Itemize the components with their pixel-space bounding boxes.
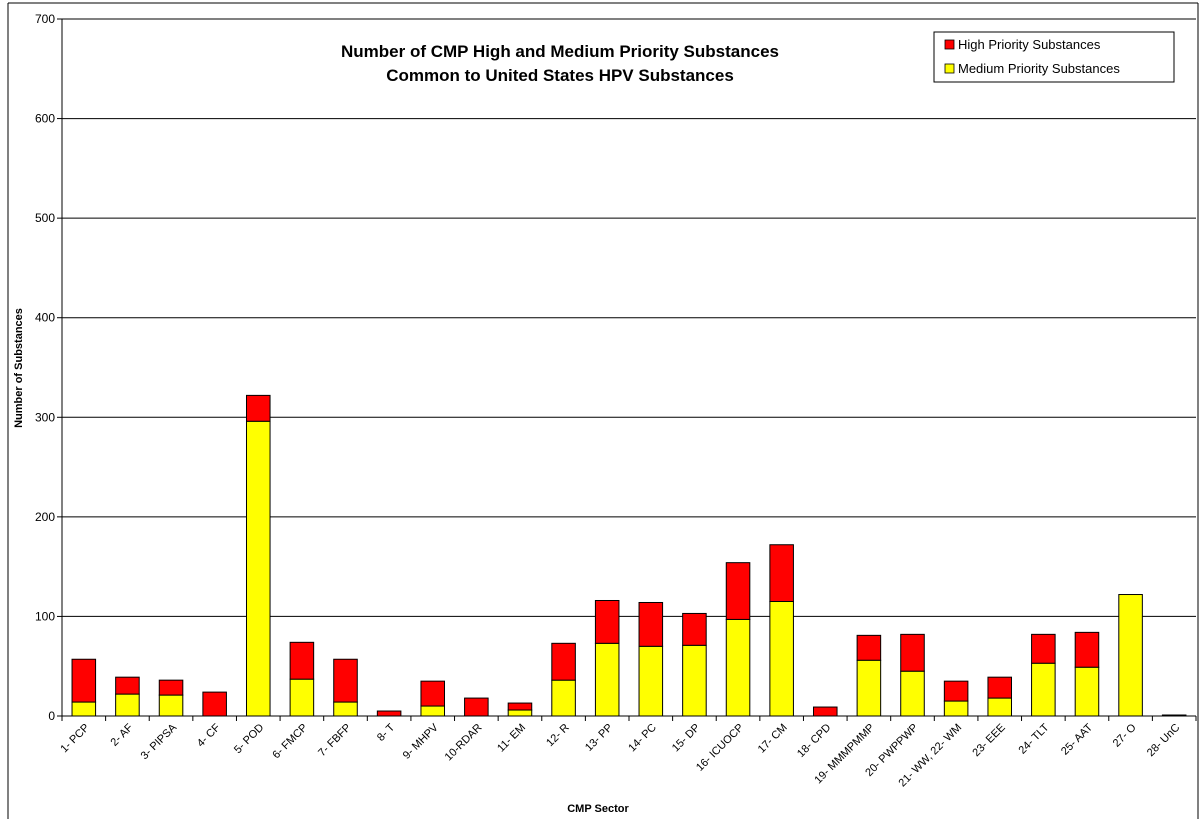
y-tick-label: 200 xyxy=(35,510,55,524)
x-tick-label: 17- CM xyxy=(756,722,790,756)
x-tick-labels: 1- PCP 2- AF 3- PIPSA 4- CF 5- POD 6- FMCP 7- … xyxy=(58,721,1182,789)
bar-segment-high-priority xyxy=(987,676,1013,699)
bar-segment-medium-priority xyxy=(725,618,751,717)
bar-segment-medium-priority xyxy=(158,694,184,717)
bar-segment-medium-priority xyxy=(551,679,576,717)
bar-segment-medium-priority xyxy=(769,600,794,717)
x-tick-label: 18- CPD xyxy=(795,722,833,760)
y-tick-label: 500 xyxy=(35,211,55,225)
bar-segment-medium-priority xyxy=(943,700,969,717)
bar-segment-medium-priority xyxy=(900,670,925,717)
x-tick-label: 24- TLT xyxy=(1016,721,1051,756)
bars xyxy=(71,394,1187,717)
bar-segment-medium-priority xyxy=(71,701,97,717)
bar-segment-medium-priority xyxy=(594,642,620,717)
bar-segment-high-priority xyxy=(333,658,358,703)
chart-title-line-1: Number of CMP High and Medium Priority S… xyxy=(341,42,779,61)
y-axis-title: Number of Substances xyxy=(13,308,25,428)
x-tick-label: 3- PIPSA xyxy=(139,721,180,762)
legend-swatch-medium-priority xyxy=(944,63,955,74)
legend-label-medium-priority: Medium Priority Substances xyxy=(958,61,1120,76)
bar-segment-high-priority xyxy=(725,562,751,620)
bar-segment-high-priority xyxy=(158,679,184,696)
x-tick-label: 11- EM xyxy=(495,722,528,755)
bar-segment-high-priority xyxy=(1031,633,1056,664)
bar-segment-high-priority xyxy=(769,544,794,602)
x-tick-label: 4- CF xyxy=(195,721,223,749)
x-tick-label: 15- DP xyxy=(670,722,703,755)
y-tick-label: 600 xyxy=(35,112,55,126)
bar-segment-high-priority xyxy=(682,612,707,646)
x-axis-title: CMP Sector xyxy=(567,803,629,815)
bar-segment-high-priority xyxy=(856,634,882,661)
bar-segment-high-priority xyxy=(420,680,446,707)
x-tick-label: 9- MHPV xyxy=(401,721,442,762)
y-tick-label: 400 xyxy=(35,311,55,325)
bar-segment-medium-priority xyxy=(638,645,664,717)
bar-segment-medium-priority xyxy=(420,705,446,717)
y-tick-label: 0 xyxy=(48,709,55,723)
y-tick-label: 700 xyxy=(35,12,55,26)
x-tick-label: 6- FMCP xyxy=(270,722,310,762)
gridlines xyxy=(62,18,1196,617)
x-tick-label: 1- PCP xyxy=(58,722,92,756)
bar-segment-medium-priority xyxy=(1074,666,1100,717)
bar-segment-high-priority xyxy=(245,394,271,422)
bar-segment-high-priority xyxy=(1074,631,1100,668)
axes xyxy=(7,2,1199,819)
x-tick-label: 13- PP xyxy=(583,722,615,754)
bar-segment-high-priority xyxy=(115,676,140,695)
bar-segment-medium-priority xyxy=(682,644,707,717)
bar-segment-medium-priority xyxy=(856,659,882,717)
bar-segment-high-priority xyxy=(943,680,969,702)
x-tick-label: 28- UnC xyxy=(1145,722,1182,759)
bar-segment-medium-priority xyxy=(507,709,533,717)
legend-box xyxy=(933,31,1175,83)
x-tick-label: 8- T xyxy=(375,721,397,743)
bar-segment-high-priority xyxy=(376,710,402,717)
x-tick-label: 23- EEE xyxy=(970,722,1007,759)
x-tick-label: 5- POD xyxy=(232,722,266,756)
bar-segment-high-priority xyxy=(71,658,97,703)
bar-segment-high-priority xyxy=(594,599,620,644)
bar-segment-high-priority xyxy=(638,601,664,647)
bar-segment-medium-priority xyxy=(289,678,315,717)
bar-segment-high-priority xyxy=(289,641,315,680)
bar-segment-medium-priority xyxy=(333,701,358,717)
x-tick-label: 27- O xyxy=(1111,721,1139,749)
bar-segment-high-priority xyxy=(900,633,925,672)
bar-segment-high-priority xyxy=(202,691,227,717)
bar-segment-medium-priority xyxy=(115,693,140,717)
bar-segment-high-priority xyxy=(464,697,489,717)
bar-segment-high-priority xyxy=(812,706,838,717)
x-tick-label: 25- AAT xyxy=(1059,721,1095,757)
legend-label-high-priority: High Priority Substances xyxy=(958,37,1101,52)
y-tick-label: 300 xyxy=(35,410,55,424)
x-tick-label: 7- FBFP xyxy=(316,722,353,759)
x-tick-label: 14- PC xyxy=(626,722,659,755)
y-tick-label: 100 xyxy=(35,609,55,623)
bar-segment-medium-priority xyxy=(1031,662,1056,717)
bar-segment-high-priority xyxy=(551,642,576,681)
bar-segment-medium-priority xyxy=(245,420,271,717)
bar-segment-high-priority xyxy=(507,702,533,711)
bar-segment-medium-priority xyxy=(987,697,1013,717)
x-tick-label: 2- AF xyxy=(108,721,135,748)
y-tick-labels: 0 100 200 300 400 500 600 700 xyxy=(35,12,55,723)
legend-swatch-high-priority xyxy=(944,39,955,50)
bar-segment-medium-priority xyxy=(1118,594,1143,717)
chart-title-line-2: Common to United States HPV Substances xyxy=(386,66,734,85)
legend: High Priority Substances Medium Priority… xyxy=(933,31,1175,83)
x-tick-label: 12- R xyxy=(544,722,572,750)
x-tick-label: 10-RDAR xyxy=(443,722,485,764)
